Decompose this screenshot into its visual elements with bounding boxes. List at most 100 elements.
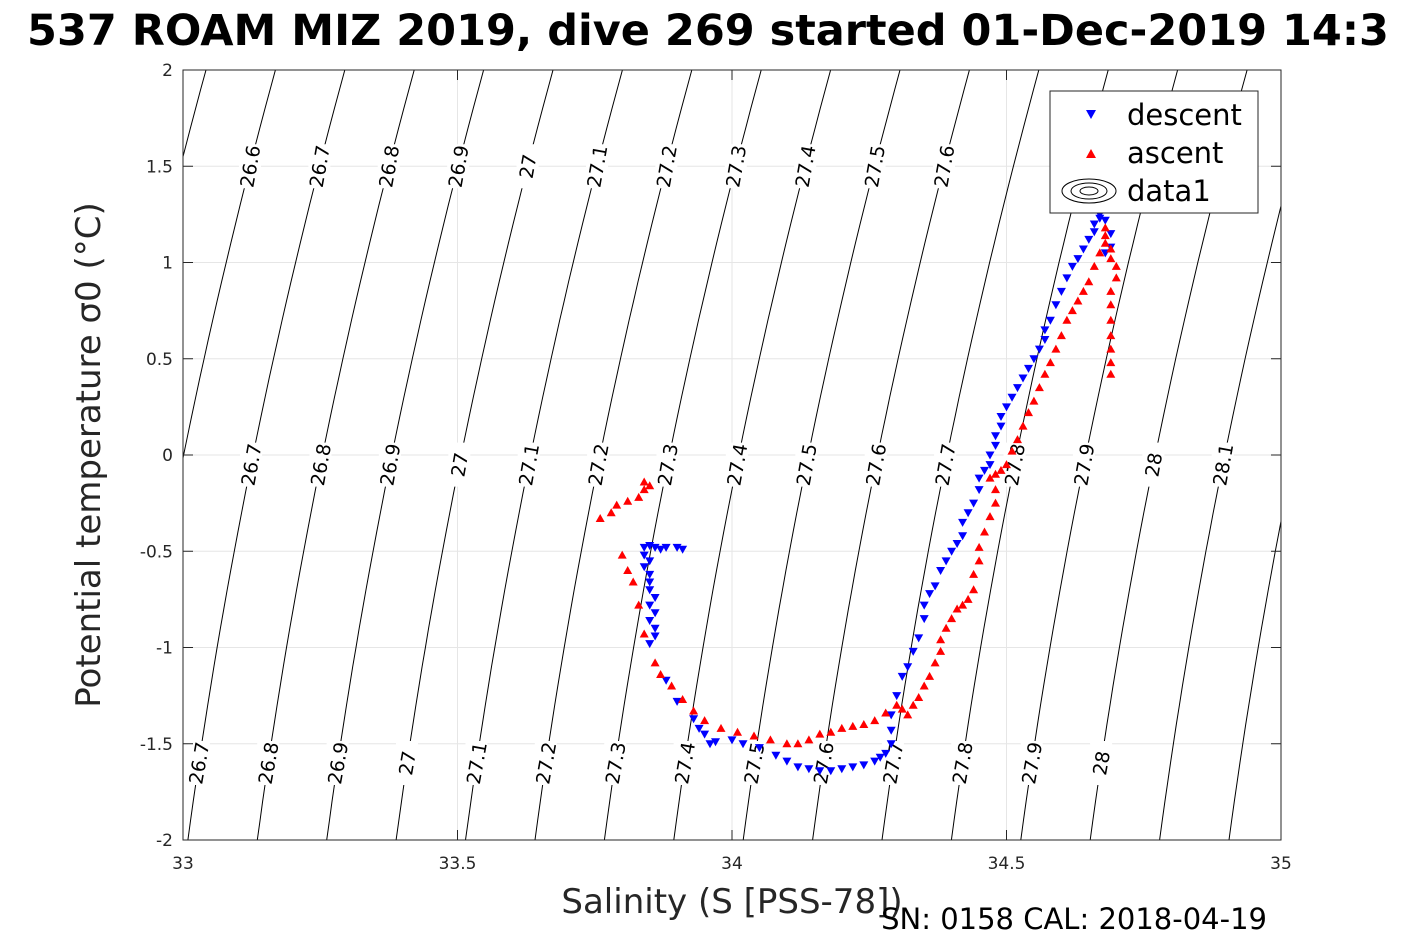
ascent-point bbox=[1062, 315, 1072, 324]
descent-point bbox=[963, 509, 973, 518]
descent-point bbox=[645, 570, 655, 579]
descent-point bbox=[650, 543, 660, 552]
ascent-point bbox=[667, 681, 677, 690]
ascent-point bbox=[1106, 300, 1116, 309]
ascent-point bbox=[881, 708, 891, 717]
descent-point bbox=[826, 767, 836, 776]
ascent-point bbox=[985, 473, 995, 482]
legend-ascent-marker bbox=[1086, 149, 1096, 158]
ascent-point bbox=[1002, 460, 1011, 469]
ascent-point bbox=[1111, 261, 1121, 270]
x-tick-label: 33.5 bbox=[439, 854, 477, 874]
ascent-point bbox=[1106, 369, 1116, 378]
isopycnal-label-bg bbox=[794, 144, 817, 189]
isopycnal-label: 27 bbox=[395, 749, 421, 777]
descent-point bbox=[1040, 336, 1050, 344]
descent-point bbox=[985, 461, 995, 470]
isopycnal-label-bg bbox=[257, 741, 280, 785]
ascent-point bbox=[595, 514, 605, 522]
descent-point bbox=[645, 557, 655, 566]
descent-point bbox=[815, 767, 825, 776]
ascent-point bbox=[1100, 238, 1110, 247]
ascent-point bbox=[1018, 421, 1028, 430]
ascent-point bbox=[963, 594, 973, 603]
y-tick-label: 0 bbox=[162, 446, 173, 466]
ascent-point bbox=[908, 700, 918, 709]
x-tick-label: 34.5 bbox=[988, 854, 1026, 874]
descent-point bbox=[881, 749, 891, 758]
ascent-point bbox=[1040, 369, 1050, 378]
ascent-point bbox=[1100, 231, 1110, 240]
isopycnal-label-bg bbox=[932, 144, 955, 189]
descent-point bbox=[903, 663, 913, 672]
descent-point bbox=[1013, 384, 1022, 393]
descent-point bbox=[645, 617, 655, 625]
isopycnal-label: 28 bbox=[1141, 451, 1167, 479]
ascent-point bbox=[793, 739, 803, 748]
descent-point bbox=[661, 676, 671, 685]
descent-point bbox=[952, 540, 962, 548]
isopycnal-label-bg bbox=[308, 144, 331, 189]
descent-point bbox=[1024, 364, 1033, 373]
y-tick-label: 0.5 bbox=[146, 350, 173, 370]
ascent-point bbox=[991, 469, 1000, 478]
ascent-point bbox=[645, 481, 655, 490]
descent-point bbox=[848, 763, 858, 772]
isopycnal-label-bg bbox=[1142, 442, 1165, 487]
ascent-point bbox=[1095, 248, 1105, 257]
ascent-point bbox=[859, 720, 869, 728]
isopycnal-label-bg bbox=[238, 144, 261, 189]
descent-point bbox=[991, 432, 1000, 441]
descent-point bbox=[1051, 301, 1061, 310]
ascent-point bbox=[765, 735, 775, 744]
ascent-point bbox=[749, 731, 759, 740]
ascent-point bbox=[930, 658, 940, 667]
descent-point bbox=[914, 634, 924, 643]
ascent-point bbox=[617, 550, 627, 559]
isopycnal-label-bg bbox=[396, 741, 419, 785]
ascent-point bbox=[870, 716, 880, 725]
ascent-point bbox=[782, 739, 792, 748]
descent-point bbox=[919, 601, 929, 610]
legend-descent-label: descent bbox=[1127, 98, 1242, 132]
ascent-point bbox=[903, 710, 913, 719]
descent-point bbox=[650, 609, 660, 618]
descent-point bbox=[727, 736, 737, 745]
ascent-point bbox=[936, 646, 946, 655]
ascent-point bbox=[980, 527, 989, 536]
isopycnal-label-bg bbox=[1072, 442, 1095, 487]
ascent-point bbox=[716, 723, 726, 732]
y-tick-label: -1.5 bbox=[140, 735, 173, 755]
isopycnal-label: 27 bbox=[516, 153, 542, 181]
ascent-point bbox=[837, 723, 847, 732]
isopycnal-label-bg bbox=[934, 442, 957, 487]
isopycnal-label-bg bbox=[743, 741, 766, 785]
isopycnal-label-bg bbox=[724, 144, 747, 189]
descent-point bbox=[969, 499, 979, 508]
descent-point bbox=[897, 672, 907, 681]
descent-point bbox=[1034, 345, 1044, 354]
descent-point bbox=[650, 632, 660, 641]
descent-point bbox=[908, 647, 918, 656]
legend: descent ascent data1 bbox=[1049, 90, 1259, 214]
ascent-point bbox=[1089, 261, 1099, 270]
descent-point bbox=[1040, 326, 1050, 335]
ascent-point bbox=[612, 500, 622, 509]
isopycnal-label-bg bbox=[951, 741, 974, 785]
descent-point bbox=[672, 697, 682, 706]
descent-point bbox=[859, 761, 869, 770]
ascent-point bbox=[1106, 244, 1116, 253]
descent-point bbox=[1078, 245, 1088, 254]
descent-point bbox=[958, 518, 968, 527]
isopycnal-label-bg bbox=[309, 442, 332, 487]
series-ascent bbox=[595, 223, 1121, 748]
descent-point bbox=[656, 545, 666, 554]
isopycnal-label-bg bbox=[656, 442, 679, 487]
isopycnal-label-bg bbox=[795, 442, 818, 487]
descent-point bbox=[689, 715, 699, 724]
ascent-point bbox=[1100, 223, 1110, 232]
y-tick-label: 1.5 bbox=[146, 157, 173, 177]
x-tick-label: 34 bbox=[721, 854, 743, 874]
ascent-point bbox=[1045, 358, 1055, 367]
descent-point bbox=[947, 547, 957, 556]
